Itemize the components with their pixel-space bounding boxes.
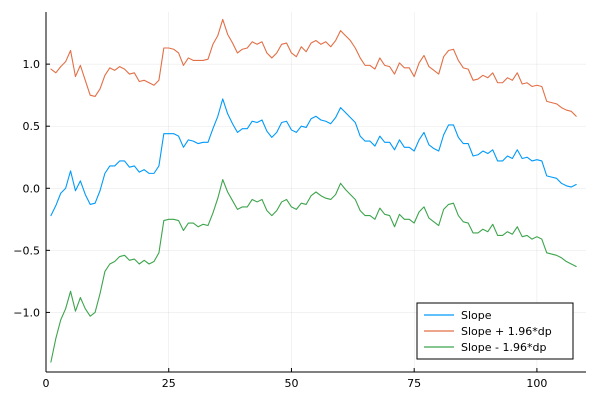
y-tick-label: 0.0 [23, 182, 41, 195]
x-tick-label: 0 [43, 377, 50, 390]
legend-label: Slope + 1.96*dp [461, 325, 552, 338]
legend-label: Slope [461, 309, 492, 322]
y-tick-label: 1.0 [23, 58, 41, 71]
series-line-1 [50, 18, 577, 117]
x-tick-label: 75 [407, 377, 421, 390]
x-axis-ticks: 0 25 50 75 100 [43, 368, 547, 390]
series-lines [50, 18, 577, 363]
y-axis-ticks: −1.0 −0.5 0.0 0.5 1.0 [13, 58, 50, 319]
x-tick-label: 25 [162, 377, 176, 390]
y-tick-label: −1.0 [13, 306, 40, 319]
y-tick-label: −0.5 [13, 244, 40, 257]
x-tick-label: 50 [284, 377, 298, 390]
series-line-2 [50, 179, 577, 363]
x-tick-label: 100 [526, 377, 547, 390]
y-tick-label: 0.5 [23, 120, 41, 133]
grid [45, 12, 586, 372]
legend-label: Slope - 1.96*dp [461, 341, 546, 354]
series-line-0 [50, 98, 577, 217]
legend: Slope Slope + 1.96*dp Slope - 1.96*dp [416, 302, 574, 360]
